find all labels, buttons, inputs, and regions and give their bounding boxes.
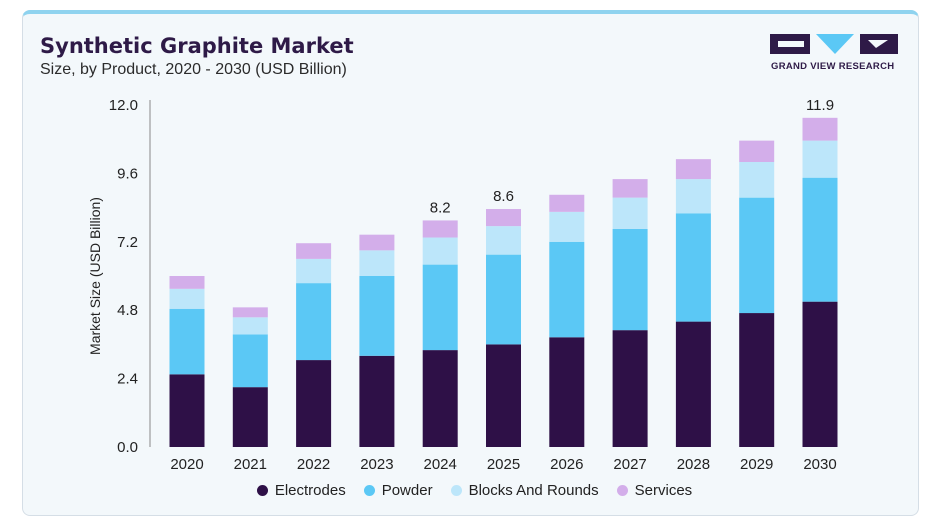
chart-subtitle: Size, by Product, 2020 - 2030 (USD Billi… [40,61,347,78]
x-tick-label: 2027 [613,456,646,473]
y-tick-label: 2.4 [117,371,138,388]
x-tick-label: 2026 [550,456,583,473]
bar-blocks-and-rounds-2030 [802,140,838,178]
bar-services-2029 [739,140,775,162]
x-tick-label: 2022 [297,456,330,473]
chart-legend: Electrodes Powder Blocks And Rounds Serv… [0,482,949,499]
y-tick-label: 0.0 [117,439,138,456]
data-label-2025: 8.6 [493,188,514,205]
x-tick-label: 2028 [677,456,710,473]
legend-label-powder: Powder [381,482,433,499]
brand-name: GRAND VIEW RESEARCH [771,61,895,72]
bar-services-2027 [612,179,648,198]
legend-item-services: Services [616,482,693,499]
bar-powder-2023 [359,276,395,356]
bar-electrodes-2030 [802,301,838,447]
bar-services-2020 [169,276,205,289]
bar-services-2026 [549,194,585,212]
bar-electrodes-2025 [486,344,521,447]
legend-item-blocks-and-rounds: Blocks And Rounds [450,482,599,499]
y-tick-label: 9.6 [117,165,138,182]
bar-electrodes-2022 [296,360,332,447]
x-tick-label: 2024 [424,456,457,473]
legend-swatch-electrodes [256,485,268,496]
brand-logo-icon [770,34,898,54]
legend-label-electrodes: Electrodes [274,482,346,499]
bar-electrodes-2024 [422,350,458,447]
bar-services-2025 [486,209,521,227]
x-tick-label: 2030 [803,456,836,473]
x-tick-label: 2029 [740,456,773,473]
x-tick-label: 2021 [234,456,267,473]
x-tick-label: 2023 [360,456,393,473]
bar-electrodes-2020 [169,374,205,447]
legend-swatch-services [616,485,628,496]
legend-label-blocks-and-rounds: Blocks And Rounds [468,482,599,499]
bar-electrodes-2021 [232,387,268,447]
bar-electrodes-2028 [675,321,711,447]
y-tick-label: 7.2 [117,234,138,251]
bar-blocks-and-rounds-2021 [232,317,268,335]
bar-powder-2022 [296,283,332,361]
bar-services-2023 [359,234,395,251]
bar-blocks-and-rounds-2026 [549,211,585,242]
bar-powder-2029 [739,197,775,314]
bar-electrodes-2026 [549,337,585,447]
bar-electrodes-2029 [739,313,775,447]
x-tick-label: 2020 [170,456,203,473]
bar-electrodes-2023 [359,355,395,447]
bar-services-2021 [232,307,268,318]
bar-powder-2027 [612,228,648,331]
legend-label-services: Services [634,482,693,499]
y-tick-label: 12.0 [109,97,138,114]
legend-swatch-blocks-and-rounds [450,485,462,496]
bar-blocks-and-rounds-2025 [486,226,521,255]
bar-services-2022 [296,243,332,259]
legend-item-electrodes: Electrodes [256,482,346,499]
bar-services-2024 [422,220,458,238]
bar-blocks-and-rounds-2027 [612,197,648,229]
y-tick-label: 4.8 [117,302,138,319]
bar-blocks-and-rounds-2023 [359,250,395,276]
bar-powder-2021 [232,334,268,388]
bar-powder-2025 [486,254,521,345]
bar-blocks-and-rounds-2020 [169,288,205,309]
bar-services-2028 [675,159,711,180]
bar-powder-2024 [422,264,458,351]
bar-blocks-and-rounds-2022 [296,258,332,284]
data-label-2030: 11.9 [806,97,834,114]
bar-services-2030 [802,117,838,141]
bar-blocks-and-rounds-2029 [739,162,775,198]
legend-swatch-powder [363,485,375,496]
y-axis-label: Market Size (USD Billion) [87,197,103,355]
x-tick-label: 2025 [487,456,520,473]
chart-title: Synthetic Graphite Market [40,34,354,58]
bar-electrodes-2027 [612,330,648,447]
bar-powder-2030 [802,177,838,302]
bar-powder-2028 [675,213,711,322]
bar-powder-2020 [169,308,205,375]
bar-blocks-and-rounds-2028 [675,179,711,214]
data-label-2024: 8.2 [430,199,451,216]
legend-item-powder: Powder [363,482,433,499]
bar-blocks-and-rounds-2024 [422,237,458,265]
bar-powder-2026 [549,241,585,338]
